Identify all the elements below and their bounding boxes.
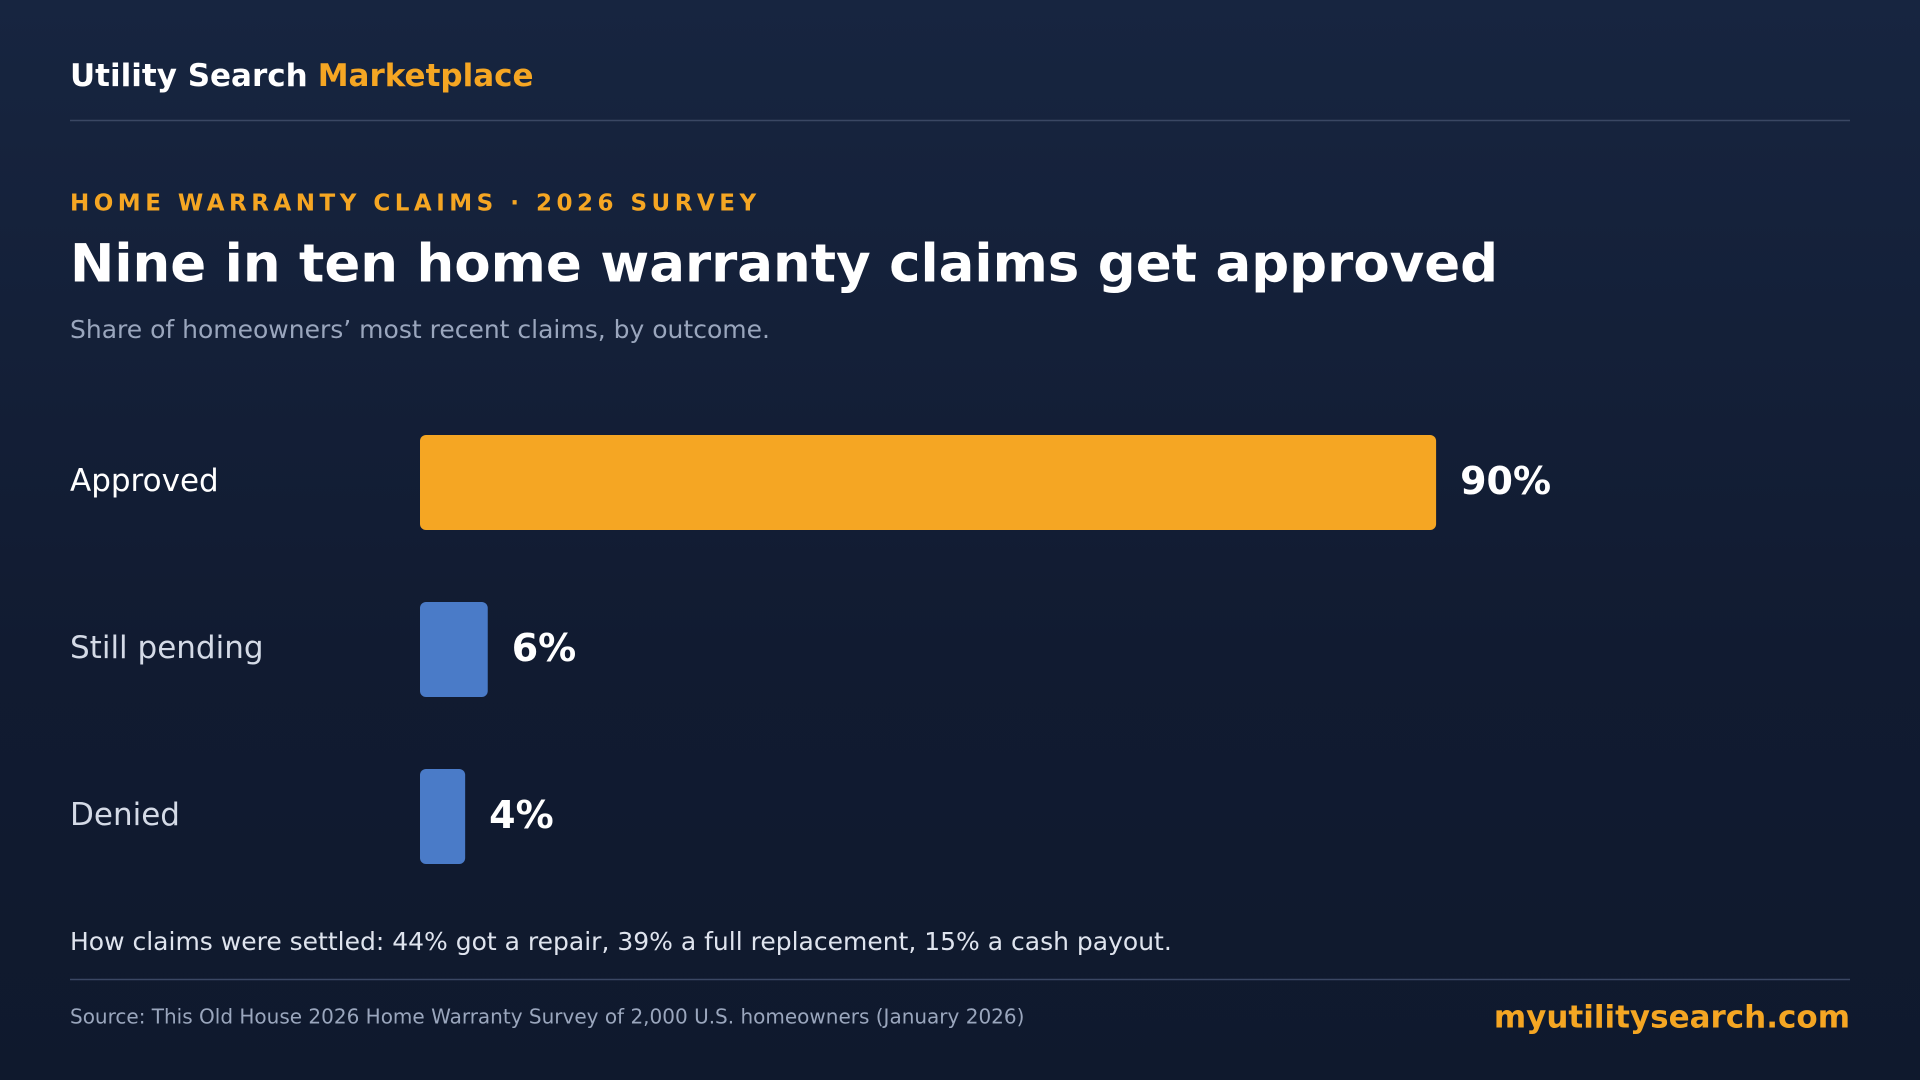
category-label: Still pending <box>70 630 264 666</box>
category-label: Denied <box>70 797 180 833</box>
value-label: 6% <box>512 626 577 670</box>
chart-subtitle: Share of homeowners’ most recent claims,… <box>70 315 770 344</box>
brand-accent: Marketplace <box>318 58 534 94</box>
eyebrow: HOME WARRANTY CLAIMS · 2026 SURVEY <box>70 191 761 217</box>
value-label: 4% <box>489 793 554 837</box>
brand-name: Utility Search <box>70 58 308 94</box>
site-url: myutilitysearch.com <box>1494 1000 1850 1036</box>
bar <box>420 769 466 864</box>
bar <box>420 602 488 697</box>
chart-title: Nine in ten home warranty claims get app… <box>70 234 1498 295</box>
value-label: 90% <box>1460 459 1551 503</box>
category-label: Approved <box>70 463 219 499</box>
note: How claims were settled: 44% got a repai… <box>70 927 1172 956</box>
source: Source: This Old House 2026 Home Warrant… <box>70 1005 1024 1029</box>
brand: Utility Search Marketplace <box>70 58 534 94</box>
bar <box>420 435 1437 530</box>
